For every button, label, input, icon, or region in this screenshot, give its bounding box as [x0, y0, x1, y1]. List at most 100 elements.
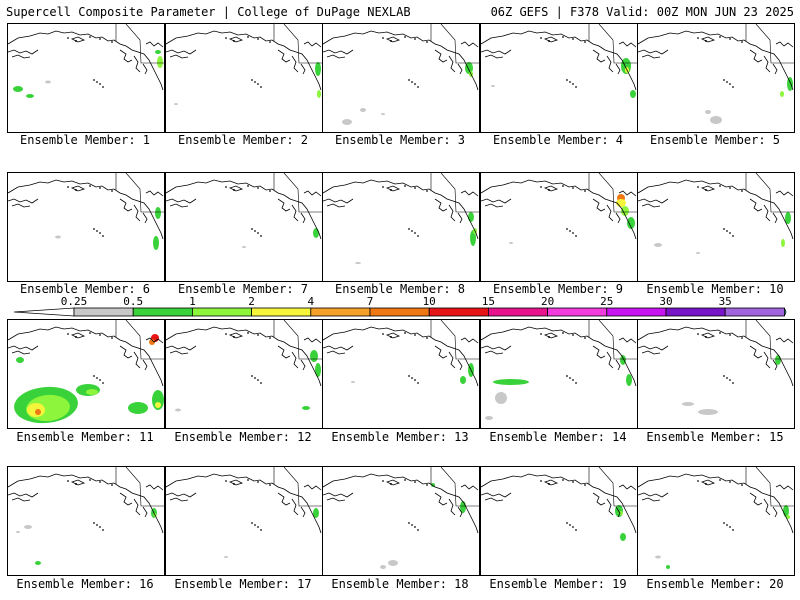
coastline — [166, 326, 322, 387]
island — [259, 528, 263, 532]
island — [571, 378, 575, 382]
coastline — [323, 473, 479, 534]
island — [740, 336, 744, 340]
island — [74, 482, 78, 486]
ensemble-member-label: Ensemble Member: 14 — [489, 430, 627, 444]
colorbar-tick-label: 25 — [600, 295, 613, 308]
coastline — [448, 351, 456, 369]
coastline — [434, 198, 448, 212]
coastline — [169, 350, 189, 355]
island — [74, 39, 78, 43]
scp-field-shading — [342, 119, 352, 125]
island — [110, 189, 114, 193]
ensemble-member-map — [638, 24, 794, 124]
island — [110, 336, 114, 340]
coastline — [641, 350, 661, 355]
coastline — [70, 479, 86, 486]
coastline — [638, 345, 669, 351]
coastline — [303, 190, 322, 197]
scp-field-shading — [86, 389, 98, 395]
island — [704, 482, 708, 486]
coastline — [638, 49, 669, 55]
coastline — [749, 492, 763, 506]
island — [407, 374, 411, 378]
scp-field-shading — [705, 110, 711, 114]
island — [407, 78, 411, 82]
coastline — [385, 36, 401, 43]
ensemble-member-map — [8, 24, 164, 98]
ensemble-member-map — [481, 320, 637, 420]
island — [574, 234, 578, 238]
scp-field-shading — [626, 374, 632, 386]
island — [728, 231, 732, 235]
island — [565, 521, 569, 525]
coastline — [169, 54, 189, 59]
scp-field-shading — [313, 508, 319, 518]
island — [256, 525, 260, 529]
scp-field-shading — [155, 207, 161, 219]
ensemble-member-label: Ensemble Member: 10 — [646, 282, 784, 296]
island — [98, 525, 102, 529]
coastline — [615, 506, 621, 518]
run-valid-time: 06Z GEFS | F378 Valid: 00Z MON JUN 23 20… — [490, 5, 794, 19]
island — [571, 82, 575, 86]
coastline — [481, 179, 637, 240]
coastline — [700, 479, 716, 486]
island — [561, 184, 565, 188]
coastline — [543, 479, 559, 486]
island — [718, 184, 722, 188]
political-border — [125, 320, 164, 360]
island — [696, 36, 700, 40]
coastline — [277, 49, 291, 63]
coastline — [142, 63, 148, 75]
island — [696, 479, 700, 483]
scp-field-shading — [351, 381, 355, 383]
island — [425, 483, 429, 487]
coastline — [615, 212, 621, 224]
colorbar-swatch — [487, 307, 548, 317]
coastline — [763, 498, 771, 516]
island — [425, 336, 429, 340]
coastline — [484, 54, 504, 59]
scp-field-shading — [149, 339, 155, 345]
coastline — [638, 492, 669, 498]
island — [728, 37, 732, 41]
coastline — [291, 55, 299, 73]
island — [547, 39, 551, 43]
coastline — [323, 179, 479, 240]
island — [728, 480, 732, 484]
island — [547, 335, 551, 339]
colorbar-tick-label: 0.5 — [123, 295, 143, 308]
coastline — [700, 332, 716, 339]
island — [410, 80, 414, 84]
coastline — [457, 212, 463, 224]
island — [413, 333, 417, 337]
island — [250, 521, 254, 525]
colorbar-swatch — [665, 307, 726, 317]
coastline — [606, 498, 614, 516]
ensemble-member-panel — [322, 23, 480, 133]
coastline — [11, 54, 31, 59]
coastline — [323, 492, 354, 498]
coastline — [592, 198, 606, 212]
coastline — [11, 203, 31, 208]
ensemble-member-panel — [637, 466, 795, 576]
political-border — [440, 24, 479, 64]
island — [568, 376, 572, 380]
coastline — [326, 497, 346, 502]
scp-field-shading — [682, 402, 694, 406]
colorbar-tick-label: 10 — [423, 295, 436, 308]
island — [725, 80, 729, 84]
ensemble-member-map — [481, 24, 637, 98]
coastline — [615, 63, 621, 75]
coastline — [169, 497, 189, 502]
island — [403, 331, 407, 335]
ensemble-member-map — [166, 320, 322, 412]
ensemble-member-panel — [480, 466, 638, 576]
coastline — [166, 30, 322, 91]
island — [250, 227, 254, 231]
coastline — [460, 41, 479, 48]
coastline — [457, 63, 463, 75]
island — [696, 185, 700, 189]
island — [98, 186, 102, 190]
